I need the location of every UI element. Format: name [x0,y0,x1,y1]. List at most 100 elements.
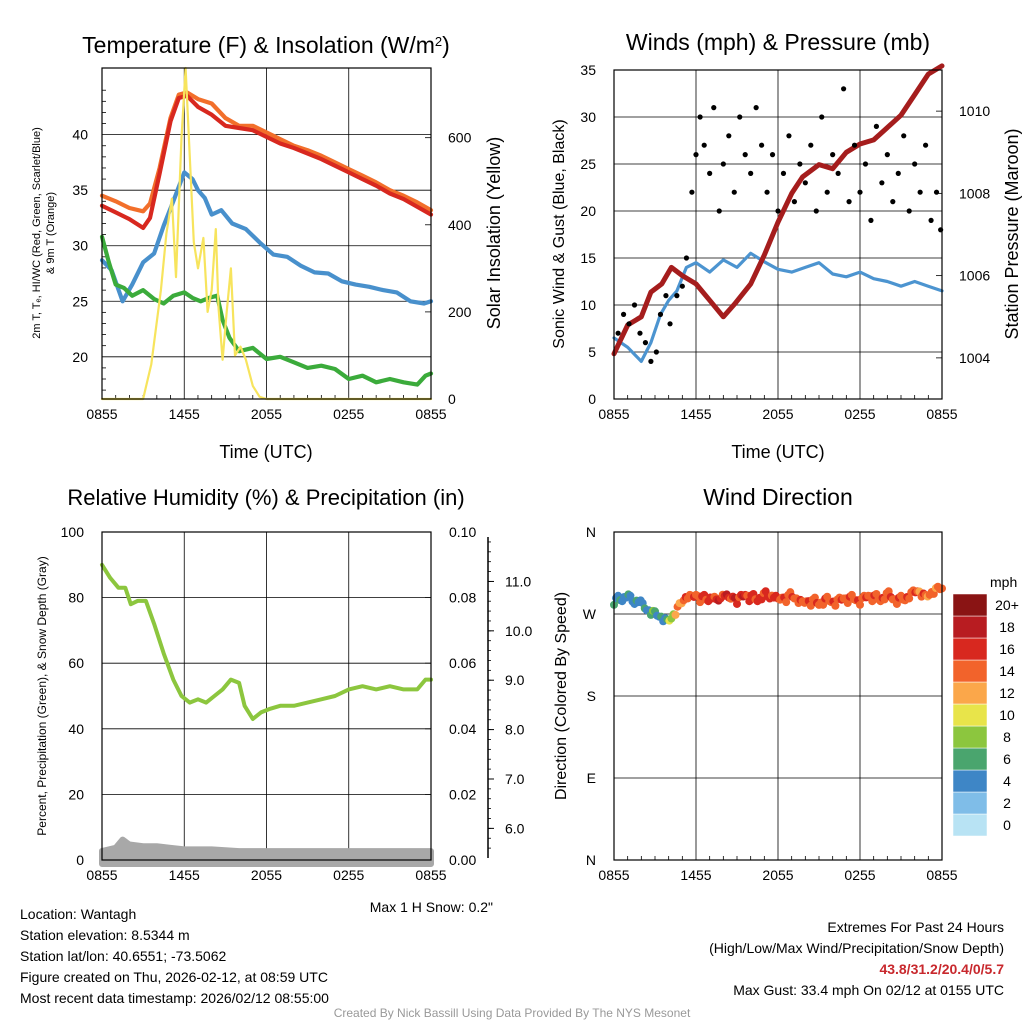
rh-x-tick-label: 0855 [86,867,117,883]
station-latlon: Station lat/lon: 40.6551; -73.5062 [20,948,227,964]
temp-y2-tick-label: 200 [448,304,472,320]
rh-y2-tick-label: 0.02 [449,786,476,802]
gust-point [846,199,852,205]
gust-point [653,349,659,355]
dir-y-axis-label: Direction (Colored By Speed) [553,592,570,800]
wind-y2-tick-label: 1010 [959,103,990,119]
temp-x-tick-label: 0255 [333,406,364,422]
rh-panel-title: Relative Humidity (%) & Precipitation (i… [67,485,464,510]
temp-y-tick-label: 35 [72,182,88,198]
gust-point [917,189,923,195]
wind-y-tick-label: 25 [580,156,596,172]
rh-series-snow-depth [99,836,434,867]
gust-point [895,170,901,176]
colorbar-label: 10 [999,707,1015,723]
direction-point [831,601,840,610]
temp-title-superscript: 2 [435,34,442,49]
colorbar-swatch [952,593,988,617]
temp-x-tick-label: 0855 [86,406,117,422]
temp-title-end: ) [442,32,450,58]
rh-y-tick-label: 0 [76,852,84,868]
rh-y-tick-label: 80 [68,590,84,606]
direction-point [843,599,852,608]
wind-y-tick-label: 0 [588,391,596,407]
colorbar-label: 20+ [995,597,1019,613]
gust-point [716,208,722,214]
wind-pressure-panel: Winds (mph) & Pressure (mb) 0855 1455 2055 0… [551,29,1022,462]
gust-point [868,217,874,223]
direction-point [856,600,864,609]
gust-point [873,123,880,129]
gust-point [862,161,869,167]
dir-x-tick-label: 0855 [926,867,957,883]
rh-y2-tick-label: 0.04 [449,721,476,737]
temp-y-axis-label-line1: 2m T, Tₑ, HI/WC (Red, Green, Scarlet/Blu… [31,127,43,339]
wind-y-tick-label: 30 [580,109,596,125]
gust-point [707,170,713,176]
gust-point [742,152,748,158]
wind-y2-tick-label: 1004 [959,350,990,366]
direction-point [757,595,766,604]
gust-point [674,293,680,299]
colorbar-swatch [952,747,988,771]
colorbar-label: 4 [1003,773,1011,789]
direction-point [819,600,828,609]
colorbar-swatch [952,725,988,749]
wind-y-tick-label: 20 [580,203,596,219]
colorbar-label: 16 [999,641,1015,657]
colorbar-swatch [952,659,988,683]
credit-line: Created By Nick Bassill Using Data Provi… [333,1006,691,1020]
snow-axis-tick-label: 8.0 [505,722,525,738]
gust-point [701,142,707,148]
gust-point [901,133,907,139]
wind-y-axis-label: Sonic Wind & Gust (Blue, Black) [551,119,568,348]
gust-point [637,330,643,336]
rh-frame [101,531,432,861]
rh-y-tick-label: 40 [68,721,84,737]
temp-y-tick-label: 25 [72,293,88,309]
gust-point [657,311,664,317]
rh-x-tick-label: 1455 [169,867,200,883]
rh-y-tick-label: 60 [68,655,84,671]
temp-y2-tick-label: 600 [448,130,472,146]
gust-point [841,86,847,92]
gust-point [819,114,825,120]
wind-series-gust [615,86,944,364]
gust-point [791,199,798,205]
snow-axis-tick-label: 11.0 [505,573,531,589]
temp-x-tick-label: 0855 [415,406,446,422]
wind-series-station-pressure [611,63,945,357]
humidity-precip-panel: Relative Humidity (%) & Precipitation (i… [35,485,532,915]
dir-panel-title: Wind Direction [703,484,853,510]
dir-x-tick-label: 0855 [598,867,629,883]
dir-frame [613,531,943,861]
dir-scatter [610,582,946,626]
rh-y-axis-label: Percent, Precipitation (Green), & Snow D… [35,556,49,835]
dir-y-tick-label: E [587,770,596,786]
colorbar-label: 14 [999,663,1015,679]
temp-y-axis-label-line2: & 9m T (Orange) [45,192,57,274]
wind-x-axis-label: Time (UTC) [731,442,824,462]
colorbar-swatch [952,681,988,705]
gust-point [824,189,830,195]
rh-x-tick-label: 0855 [415,867,446,883]
snow-note: Max 1 H Snow: 0.2" [370,899,493,915]
gust-point [808,142,814,148]
extremes-heading: Extremes For Past 24 Hours [827,919,1004,935]
gust-point [835,170,841,176]
gust-point [906,208,912,214]
temp-y2-tick-label: 400 [448,217,472,233]
temp-frame [101,67,432,400]
wind-series-sonic-wind [612,251,944,363]
direction-point [806,601,815,610]
direction-point [733,599,741,608]
gust-point [667,321,673,327]
wind-y-tick-label: 35 [580,62,596,78]
colorbar-label: 12 [999,685,1015,701]
dir-y-tick-label: S [587,688,596,704]
dir-y-tick-label: N [586,524,596,540]
gust-point [648,358,654,364]
figure-created: Figure created on Thu, 2026-02-12, at 08… [20,969,328,985]
wind-x-tick-label: 0255 [844,406,875,422]
